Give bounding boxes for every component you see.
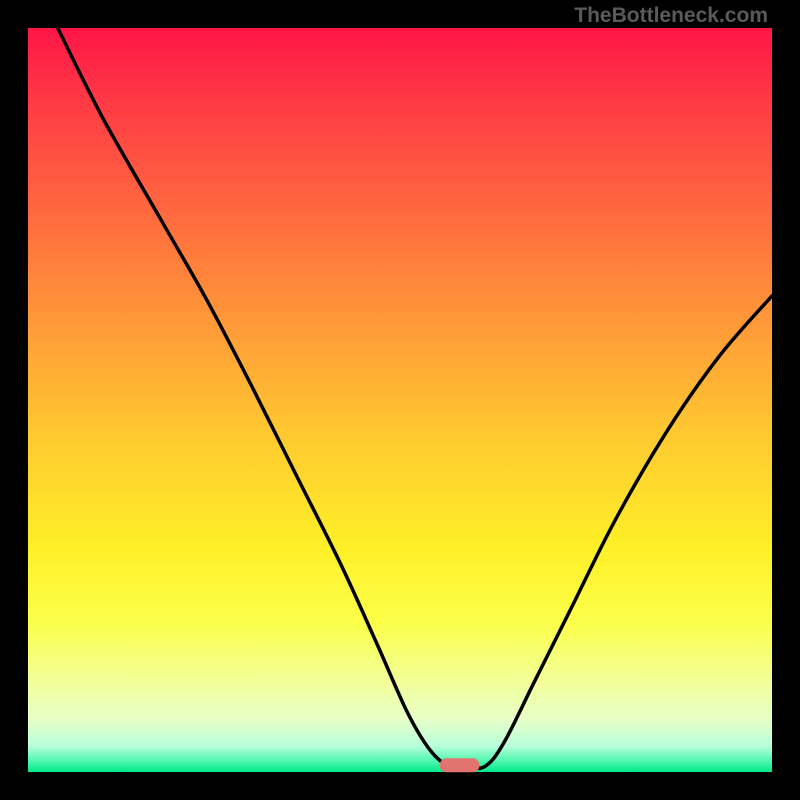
chart-frame: TheBottleneck.com [0, 0, 800, 800]
optimal-marker [439, 759, 480, 772]
plot-area [28, 28, 772, 772]
bottleneck-curve [28, 28, 772, 772]
attribution-text: TheBottleneck.com [574, 4, 768, 28]
